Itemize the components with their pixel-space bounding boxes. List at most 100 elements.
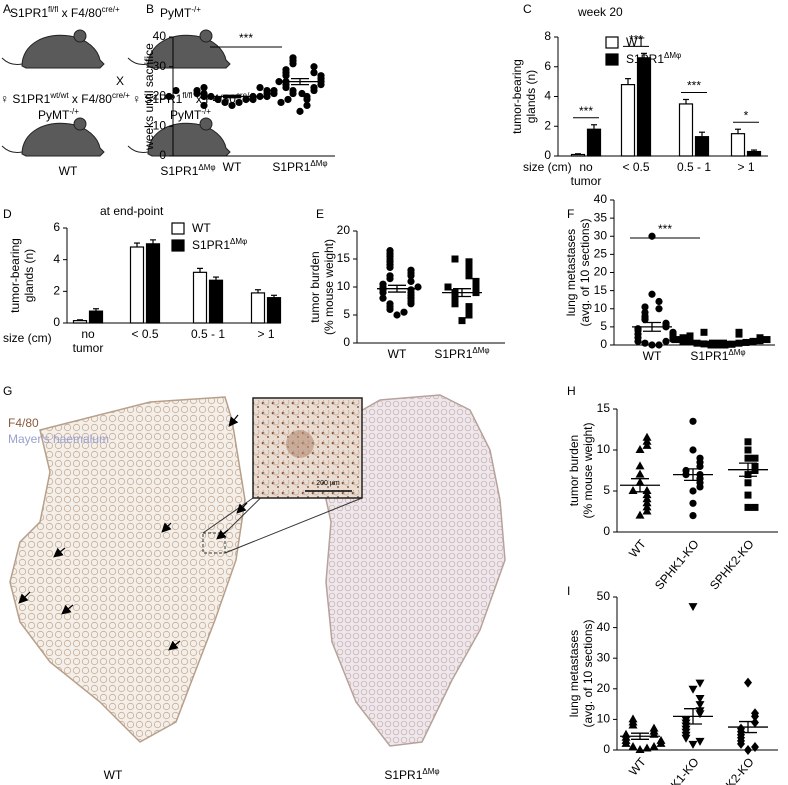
data-point xyxy=(472,277,480,285)
data-point xyxy=(635,461,645,470)
y-tick-label: 0 xyxy=(544,148,551,162)
superscript: ΔMφ xyxy=(422,767,439,776)
data-point xyxy=(303,92,311,101)
superscript: ΔMφ xyxy=(664,51,681,60)
y-tick-label: 15 xyxy=(597,401,611,415)
data-point xyxy=(735,339,743,347)
text-part: ♀ S1PR1 xyxy=(0,92,51,106)
x-tick-label: S1PR1ΔMφ xyxy=(690,348,745,364)
data-point xyxy=(648,232,656,240)
data-point xyxy=(688,603,698,612)
data-point xyxy=(686,332,694,340)
bar xyxy=(636,57,652,157)
legend-swatch xyxy=(171,239,185,252)
text-line: (avg. of 10 sections) xyxy=(581,619,595,727)
y-axis-label: tumor-bearingglands (n) xyxy=(510,59,538,134)
y-tick-label: 0 xyxy=(53,315,60,329)
y-tick-label: 6 xyxy=(53,220,60,234)
data-point xyxy=(689,417,697,425)
data-point xyxy=(744,446,752,454)
x-tick-label: S1PR1ΔMφ xyxy=(434,346,489,362)
bar xyxy=(208,279,224,324)
data-point xyxy=(688,740,698,749)
superscript: ΔMφ xyxy=(310,159,327,168)
y-tick-label: 5 xyxy=(343,307,350,321)
text-line: (% mouse weight) xyxy=(581,422,595,518)
data-point xyxy=(648,290,656,298)
mouse-icons xyxy=(1,29,231,157)
superscript: wt/wt xyxy=(49,91,69,100)
text-part: S1PR1 xyxy=(192,238,230,252)
data-point xyxy=(284,95,292,104)
y-tick-label: 4 xyxy=(53,252,60,266)
panel-label: G xyxy=(3,384,12,398)
cross-label: ♀ S1PR1wt/wt x F4/80cre/+ xyxy=(0,91,130,107)
data-point xyxy=(200,101,208,110)
significance-label: *** xyxy=(629,33,643,47)
data-point xyxy=(689,487,697,495)
y-axis-label: weeks until sacrifice xyxy=(142,43,156,151)
bar xyxy=(145,243,161,324)
data-point xyxy=(689,446,697,454)
superscript: cre/+ xyxy=(236,91,254,100)
text-part: S1PR1 xyxy=(272,160,310,174)
data-point xyxy=(744,454,752,462)
cross-label: PyMT-/+ xyxy=(38,107,79,123)
data-point xyxy=(655,297,663,306)
data-point xyxy=(628,486,638,494)
data-point xyxy=(695,694,705,703)
lung-sections xyxy=(9,394,506,747)
data-point xyxy=(465,266,473,274)
data-point xyxy=(649,723,659,732)
data-point xyxy=(744,677,752,688)
data-point xyxy=(751,454,759,462)
panel-label: H xyxy=(567,384,576,398)
bar xyxy=(266,297,282,324)
panel-label: B xyxy=(146,2,154,16)
legend-label: S1PR1ΔMφ xyxy=(626,51,681,67)
y-tick-label: 0 xyxy=(603,742,610,756)
y-tick-label: 2 xyxy=(544,118,551,132)
data-point xyxy=(742,338,750,346)
y-tick-label: 10 xyxy=(337,279,351,293)
data-point xyxy=(669,328,677,336)
y-tick-label: 30 xyxy=(594,228,608,242)
panel-label: F xyxy=(567,207,574,221)
data-point xyxy=(737,723,745,734)
data-point xyxy=(642,494,652,503)
data-point xyxy=(221,98,229,107)
data-point xyxy=(289,86,297,95)
y-tick-label: 15 xyxy=(337,251,351,265)
data-point xyxy=(649,741,659,750)
data-point xyxy=(310,69,318,77)
panel-label: D xyxy=(3,207,12,221)
x-tick-label: < 0.5 xyxy=(131,327,158,341)
data-point xyxy=(386,300,394,308)
data-point xyxy=(751,708,759,719)
bar xyxy=(730,133,746,157)
data-point xyxy=(681,716,691,725)
text-line: tumor xyxy=(73,341,104,355)
data-point xyxy=(310,63,318,71)
data-point xyxy=(662,319,670,327)
y-tick-label: 30 xyxy=(153,59,167,73)
data-point xyxy=(172,86,180,95)
data-point xyxy=(303,101,311,110)
data-point xyxy=(400,308,408,316)
data-point xyxy=(744,503,752,511)
section-label: WT xyxy=(104,768,123,782)
data-point xyxy=(193,86,201,95)
text-line: glands (n) xyxy=(22,249,36,302)
data-point xyxy=(249,92,257,101)
data-point xyxy=(686,337,694,345)
genotype-label: S1PR1ΔMφ xyxy=(160,163,215,179)
legend-label: WT xyxy=(192,221,211,235)
superscript: -/+ xyxy=(201,107,211,116)
superscript: ΔMφ xyxy=(728,348,745,357)
x-tick-label: S1PR1ΔMφ xyxy=(272,159,327,175)
data-point xyxy=(744,491,752,499)
data-point xyxy=(465,258,473,266)
data-point xyxy=(642,506,652,515)
y-axis-label: lung metastases(avg. of 10 sections) xyxy=(567,619,595,727)
text-line: glands (n) xyxy=(524,70,538,123)
